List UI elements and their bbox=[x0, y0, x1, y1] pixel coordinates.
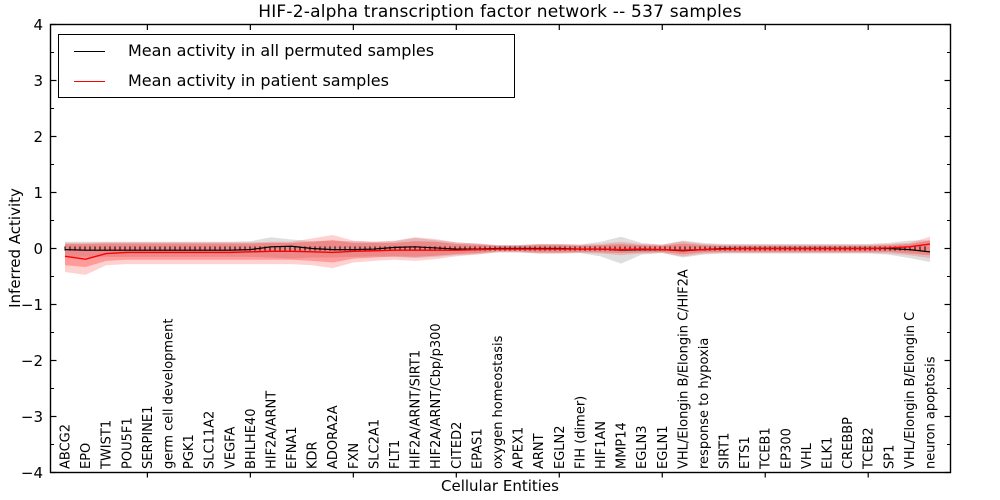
x-tick-label: HIF2A/ARNT/SIRT1 bbox=[409, 350, 424, 469]
x-tick-label: VHL/Elongin B/Elongin C bbox=[903, 312, 918, 469]
x-tick-label: FLT1 bbox=[388, 440, 403, 469]
y-tick-label: 3 bbox=[33, 72, 43, 90]
x-tick-label: HIF2A/ARNT bbox=[264, 391, 279, 469]
x-tick-label: BHLHE40 bbox=[244, 409, 259, 469]
x-tick-label: ARNT bbox=[532, 433, 547, 469]
x-tick-label: EPAS1 bbox=[470, 428, 485, 469]
x-tick-label: TWIST1 bbox=[100, 420, 115, 470]
legend-label-permuted: Mean activity in all permuted samples bbox=[128, 41, 435, 60]
x-tick-label: POU5F1 bbox=[120, 417, 135, 469]
x-tick-label: EFNA1 bbox=[285, 426, 300, 469]
x-tick-label: germ cell development bbox=[161, 319, 176, 469]
x-tick-label: VHL/Elongin B/Elongin C/HIF2A bbox=[676, 269, 691, 469]
x-tick-label: ADORA2A bbox=[326, 405, 341, 469]
x-tick-label: SLC2A1 bbox=[367, 419, 382, 469]
y-tick-label: −1 bbox=[21, 296, 43, 314]
x-tick-label: TCEB1 bbox=[759, 427, 774, 470]
y-tick-label: −2 bbox=[21, 352, 43, 370]
x-tick-label: oxygen homeostasis bbox=[491, 335, 506, 469]
x-tick-label: ABCG2 bbox=[59, 424, 74, 469]
x-tick-label: FXN bbox=[347, 443, 362, 469]
x-tick-label: SLC11A2 bbox=[203, 411, 218, 469]
x-tick-label: EGLN2 bbox=[553, 425, 568, 469]
chart-title: HIF-2-alpha transcription factor network… bbox=[258, 2, 742, 22]
x-tick-label: CREBBP bbox=[841, 417, 856, 469]
x-tick-label: ELK1 bbox=[821, 437, 836, 469]
x-tick-label: TCEB2 bbox=[862, 427, 877, 470]
x-tick-label: HIF1AN bbox=[594, 421, 609, 469]
x-tick-label: MMP14 bbox=[615, 422, 630, 469]
x-tick-label: KDR bbox=[306, 441, 321, 469]
x-tick-label: ETS1 bbox=[738, 436, 753, 469]
x-tick-label: SIRT1 bbox=[718, 433, 733, 469]
patient-mean-line bbox=[64, 243, 931, 260]
x-tick-label: VHL bbox=[800, 442, 815, 469]
x-tick-label: VEGFA bbox=[223, 427, 238, 469]
x-tick-label: EP300 bbox=[779, 428, 794, 469]
x-tick-label: EGLN3 bbox=[635, 425, 650, 469]
legend-entry-permuted: Mean activity in all permuted samples bbox=[74, 37, 514, 65]
x-tick-label: response to hypoxia bbox=[697, 338, 712, 469]
legend-line-sample-permuted bbox=[74, 50, 105, 52]
y-tick-label: 1 bbox=[33, 184, 43, 202]
x-tick-label: SERPINE1 bbox=[141, 406, 156, 469]
y-tick-label: −4 bbox=[21, 464, 43, 482]
legend-line-sample-patient bbox=[74, 80, 105, 82]
legend-entry-patient: Mean activity in patient samples bbox=[74, 67, 514, 95]
x-tick-label: APEX1 bbox=[512, 427, 527, 469]
x-tick-label: CITED2 bbox=[450, 422, 465, 469]
y-tick-label: −3 bbox=[21, 408, 43, 426]
legend: Mean activity in all permuted samples Me… bbox=[58, 34, 515, 98]
y-axis-label: Inferred Activity bbox=[6, 188, 24, 308]
x-tick-label: PGK1 bbox=[182, 434, 197, 469]
y-tick-label: 2 bbox=[33, 128, 43, 146]
x-tick-label: neuron apoptosis bbox=[923, 356, 938, 469]
x-tick-label: HIF2A/ARNT/Cbp/p300 bbox=[429, 323, 444, 469]
y-tick-label: 0 bbox=[33, 240, 43, 258]
x-tick-label: EPO bbox=[79, 443, 94, 469]
x-tick-label: SP1 bbox=[882, 445, 897, 469]
legend-label-patient: Mean activity in patient samples bbox=[128, 71, 389, 90]
permuted-samples-range-band bbox=[65, 236, 930, 264]
patient-samples-outer-range-band bbox=[65, 235, 930, 275]
x-tick-label: EGLN1 bbox=[656, 425, 671, 469]
x-axis-label: Cellular Entities bbox=[441, 477, 559, 495]
y-tick-label: 4 bbox=[33, 16, 43, 34]
x-tick-label: FIH (dimer) bbox=[573, 396, 588, 469]
